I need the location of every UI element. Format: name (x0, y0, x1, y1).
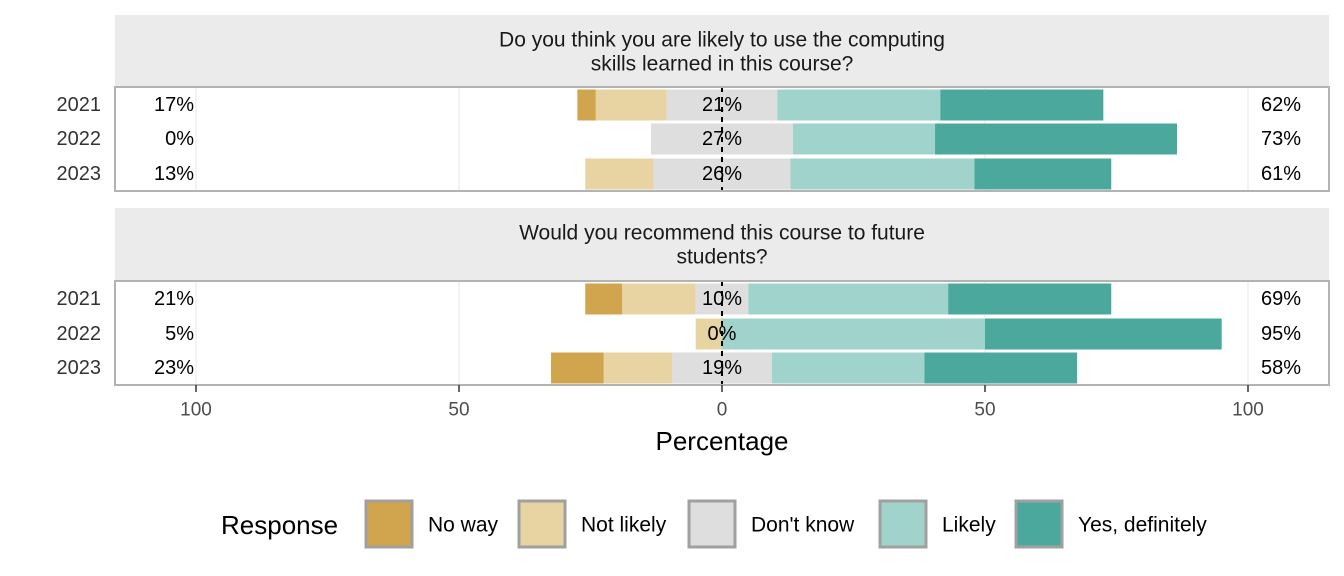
x-tick-label: 0 (717, 400, 728, 421)
bar-not-likely (695, 318, 722, 350)
left-percent-label: 17% (154, 94, 194, 116)
legend-key (878, 499, 928, 549)
x-tick-label: 50 (448, 400, 469, 421)
year-label: 2021 (57, 288, 102, 310)
left-percent-label: 13% (154, 163, 194, 185)
center-percent-label: 26% (702, 163, 742, 185)
legend-key (1014, 499, 1064, 549)
bar-no-way (577, 89, 596, 121)
legend-label: Don't know (751, 514, 855, 537)
facet-title: Would you recommend this course to futur… (519, 222, 925, 245)
x-tick-label: 100 (1232, 400, 1264, 421)
legend-key (517, 499, 567, 549)
facet-strip (115, 208, 1329, 281)
left-percent-label: 0% (165, 128, 194, 150)
legend-key (364, 499, 414, 549)
bar-dont-know (666, 89, 778, 121)
x-axis-title: Percentage (656, 426, 789, 456)
bar-yes-definitely (948, 283, 1112, 315)
left-percent-label: 23% (154, 357, 194, 379)
bar-likely (771, 352, 925, 384)
center-percent-label: 21% (702, 94, 742, 116)
right-percent-label: 62% (1261, 94, 1301, 116)
bar-yes-definitely (985, 318, 1222, 350)
facet-title: students? (676, 246, 767, 269)
bar-no-way (551, 352, 604, 384)
bar-no-way (585, 283, 623, 315)
x-tick-label: 100 (180, 400, 212, 421)
facet-strip (115, 15, 1329, 87)
bar-not-likely (622, 283, 696, 315)
right-percent-label: 73% (1261, 128, 1301, 150)
bar-likely (722, 318, 985, 350)
year-label: 2021 (57, 94, 102, 116)
right-percent-label: 58% (1261, 357, 1301, 379)
bar-yes-definitely (974, 158, 1112, 190)
bar-dont-know (695, 283, 749, 315)
center-percent-label: 19% (702, 357, 742, 379)
left-percent-label: 5% (165, 323, 194, 345)
bar-likely (790, 158, 975, 190)
facet-title: skills learned in this course? (591, 53, 854, 76)
legend-label: Likely (942, 514, 996, 537)
year-label: 2022 (57, 323, 102, 345)
bar-yes-definitely (935, 123, 1177, 155)
bar-not-likely (595, 89, 667, 121)
right-percent-label: 61% (1261, 163, 1301, 185)
center-percent-label: 10% (702, 288, 742, 310)
legend-label: No way (428, 514, 499, 537)
year-label: 2023 (57, 357, 102, 379)
bar-yes-definitely (940, 89, 1104, 121)
right-percent-label: 69% (1261, 288, 1301, 310)
year-label: 2023 (57, 163, 102, 185)
bar-not-likely (603, 352, 673, 384)
legend-title: Response (221, 510, 338, 540)
legend-label: Not likely (581, 514, 667, 537)
left-percent-label: 21% (154, 288, 194, 310)
year-label: 2022 (57, 128, 102, 150)
bar-likely (748, 283, 949, 315)
bar-likely (793, 123, 936, 155)
bar-likely (777, 89, 941, 121)
legend-key (687, 499, 737, 549)
bar-not-likely (585, 158, 654, 190)
bar-yes-definitely (924, 352, 1078, 384)
bar-dont-know (672, 352, 772, 384)
facet-title: Do you think you are likely to use the c… (499, 29, 945, 52)
bar-dont-know (653, 158, 791, 190)
right-percent-label: 95% (1261, 323, 1301, 345)
panel-border (114, 86, 1330, 192)
legend-label: Yes, definitely (1078, 514, 1207, 537)
x-tick-label: 50 (974, 400, 995, 421)
